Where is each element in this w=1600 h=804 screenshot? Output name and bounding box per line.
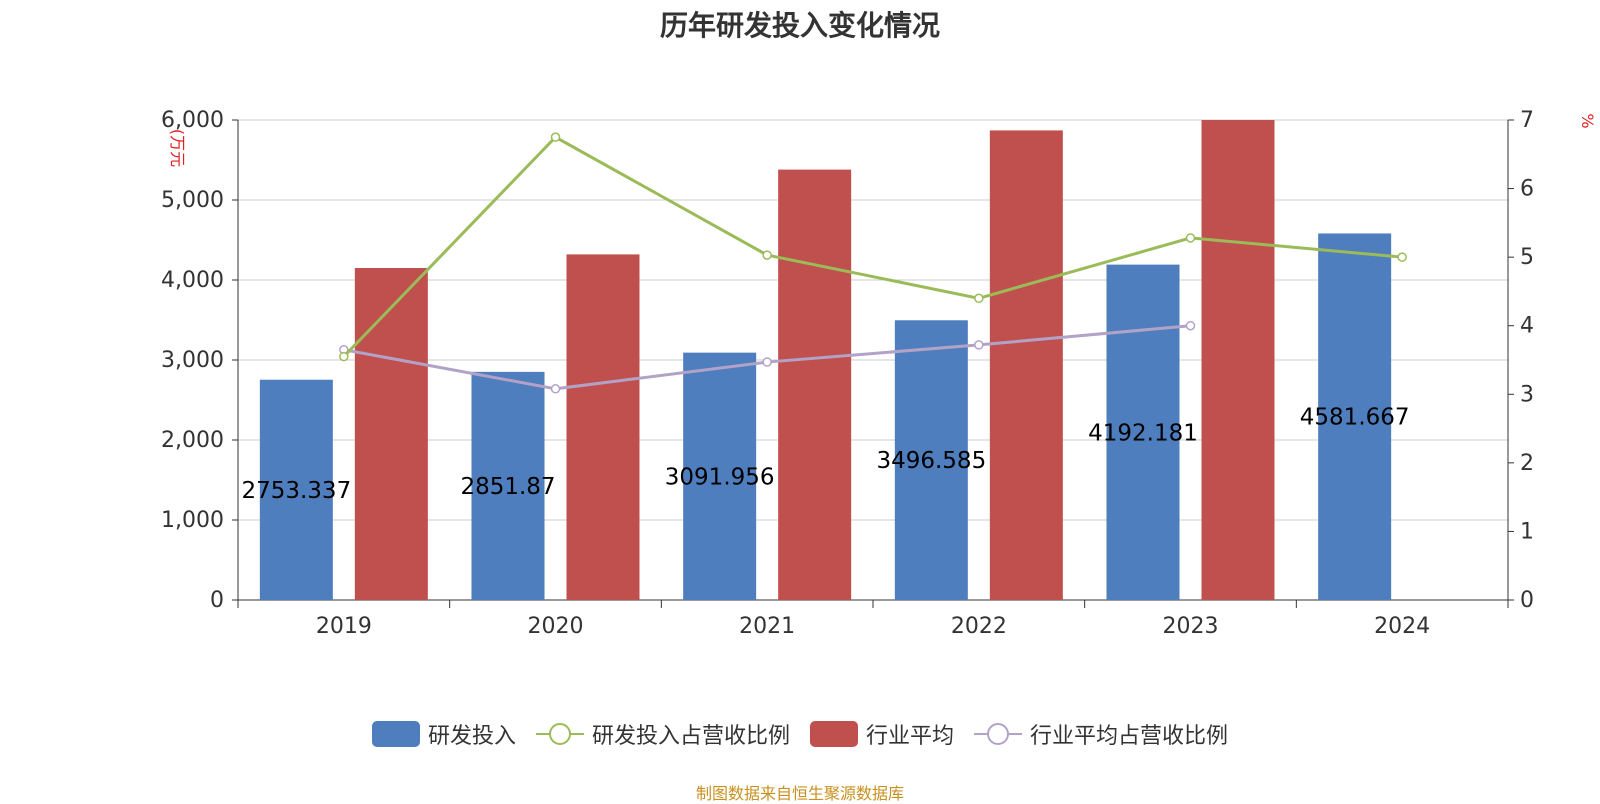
bar-rd-investment xyxy=(894,320,968,600)
bar-industry-average xyxy=(354,268,428,600)
y-left-tick-label: 3,000 xyxy=(161,348,224,373)
point-rd-ratio xyxy=(762,250,772,260)
bar-industry-average xyxy=(566,254,640,600)
y-left-tick-label: 2,000 xyxy=(161,428,224,453)
x-tick-label: 2021 xyxy=(739,614,795,639)
point-rd-ratio xyxy=(1185,233,1196,243)
point-industry-ratio xyxy=(1185,320,1196,331)
legend-item-industry-ratio[interactable]: 行业平均占营收比例 xyxy=(974,718,1228,750)
x-tick-label: 2023 xyxy=(1163,614,1219,639)
point-industry-ratio xyxy=(974,340,984,350)
y-right-tick-label: 1 xyxy=(1520,519,1534,544)
legend-item-rd-ratio[interactable]: 研发投入占营收比例 xyxy=(535,718,790,750)
x-tick-label: 2024 xyxy=(1374,614,1430,639)
bar-rd-investment xyxy=(471,371,545,600)
line-rd-ratio xyxy=(342,135,1403,358)
point-rd-ratio xyxy=(550,132,561,142)
data-label-rd-investment: 2753.337 xyxy=(241,478,351,504)
bar-rd-investment xyxy=(683,352,757,600)
y-right-tick-label: 2 xyxy=(1520,451,1534,476)
y-right-axis-title: % xyxy=(1578,113,1597,128)
y-right-tick-label: 6 xyxy=(1520,177,1534,202)
point-rd-ratio xyxy=(1397,252,1407,262)
legend-label-rd-investment: 研发投入 xyxy=(427,724,516,749)
legend-item-rd-investment[interactable]: 研发投入 xyxy=(371,718,516,750)
point-industry-ratio xyxy=(550,384,561,394)
legend: 研发投入 研发投入占营收比例 行业平均 行业平均占营收比例 xyxy=(0,718,1600,750)
bar-industry-average xyxy=(778,169,852,600)
data-label-rd-investment: 3496.585 xyxy=(876,448,986,474)
y-left-axis-title: (万元 xyxy=(168,129,187,167)
y-right-tick-label: 7 xyxy=(1520,108,1534,133)
legend-item-industry-average[interactable]: 行业平均 xyxy=(810,718,954,750)
x-tick-label: 2020 xyxy=(528,614,584,639)
source-note: 制图数据来自恒生聚源数据库 xyxy=(695,784,904,803)
y-left-tick-label: 4,000 xyxy=(161,268,224,293)
x-tick-label: 2022 xyxy=(951,614,1007,639)
y-right-tick-label: 5 xyxy=(1520,245,1534,270)
point-rd-ratio xyxy=(974,293,984,304)
line-industry-ratio xyxy=(343,324,1191,391)
data-label-rd-investment: 3091.956 xyxy=(665,464,775,490)
y-right-tick-label: 0 xyxy=(1520,588,1534,613)
y-right-tick-label: 4 xyxy=(1520,314,1534,339)
legend-swatch-industry-average xyxy=(810,721,858,747)
data-label-rd-investment: 4192.181 xyxy=(1088,420,1198,446)
legend-swatch-rd-investment xyxy=(371,721,420,747)
bar-industry-average xyxy=(989,130,1063,600)
legend-label-rd-ratio: 研发投入占营收比例 xyxy=(591,724,790,749)
bar-rd-investment xyxy=(1106,264,1180,600)
data-label-rd-investment: 2851.87 xyxy=(460,474,555,500)
y-left-tick-label: 6,000 xyxy=(161,108,224,133)
y-right-tick-label: 3 xyxy=(1520,382,1534,407)
legend-label-industry-average: 行业平均 xyxy=(866,724,955,749)
bar-rd-investment xyxy=(259,379,333,600)
data-label-rd-investment: 4581.667 xyxy=(1300,405,1410,431)
point-rd-ratio xyxy=(339,351,349,362)
y-left-tick-label: 1,000 xyxy=(161,508,224,533)
bar-rd-investment xyxy=(1318,233,1392,600)
bar-industry-average xyxy=(1201,120,1275,600)
legend-swatch-rd-ratio xyxy=(535,721,584,747)
point-industry-ratio xyxy=(762,357,772,367)
chart-title: 历年研发投入变化情况 xyxy=(659,9,940,42)
x-tick-label: 2019 xyxy=(316,614,372,639)
y-left-tick-label: 5,000 xyxy=(161,188,224,213)
legend-swatch-industry-ratio xyxy=(974,721,1023,747)
legend-label-industry-ratio: 行业平均占营收比例 xyxy=(1030,724,1229,749)
y-left-tick-label: 0 xyxy=(210,588,224,613)
